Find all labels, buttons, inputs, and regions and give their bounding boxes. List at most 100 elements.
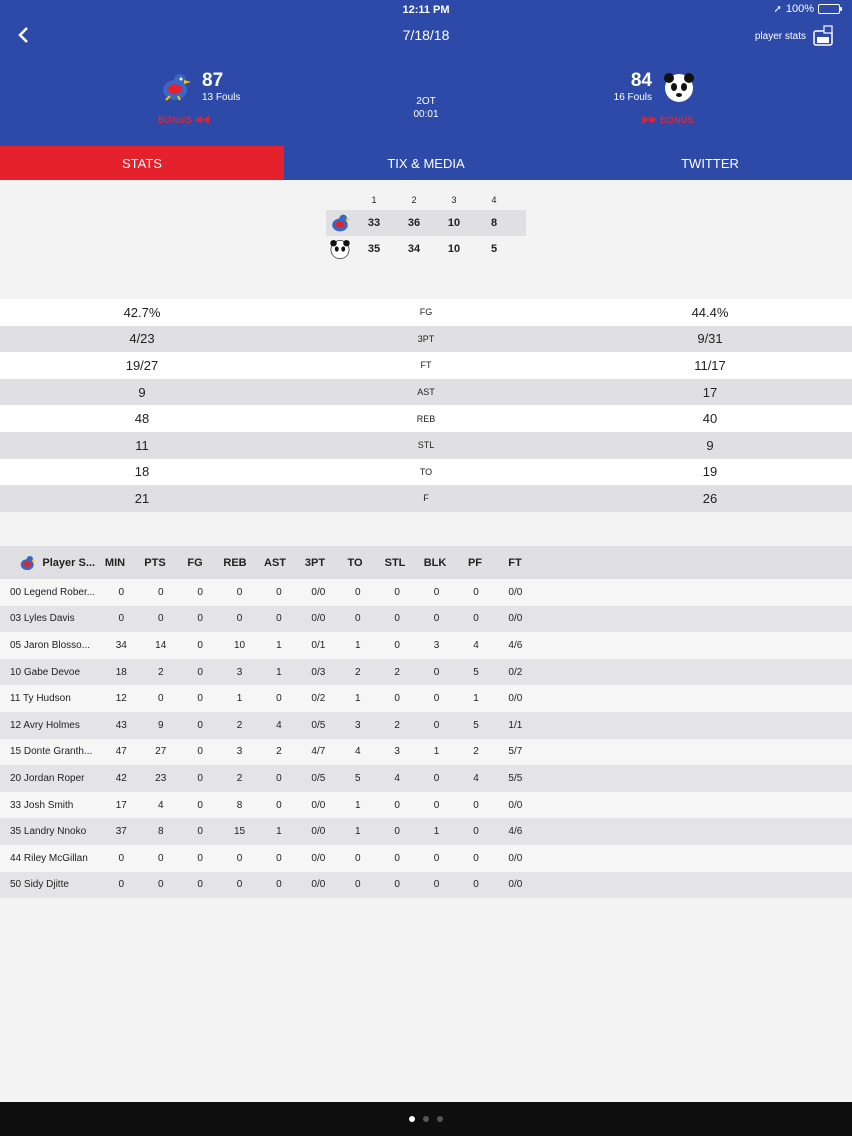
team-stat-home: 18 bbox=[134, 464, 150, 480]
stat-cell: 0 bbox=[236, 613, 243, 625]
team-stat-away: 17 bbox=[702, 384, 718, 400]
stat-cell: 0 bbox=[276, 772, 282, 784]
column-header-reb[interactable]: REB bbox=[223, 556, 247, 569]
player-name: 20 Jordan Roper bbox=[10, 772, 85, 784]
period-header: 1 bbox=[371, 195, 377, 205]
stat-cell: 0 bbox=[473, 586, 479, 598]
tab-stats[interactable]: STATS bbox=[0, 146, 284, 180]
player-name: 50 Sidy Djitte bbox=[10, 879, 69, 891]
table-row[interactable]: 50 Sidy Djitte 0 0 0 0 0 0/0 0 0 0 0 0/0 bbox=[0, 871, 852, 899]
page-dot[interactable] bbox=[437, 1116, 443, 1122]
home-team[interactable]: 87 13 Fouls bbox=[158, 70, 240, 104]
column-header-ft[interactable]: FT bbox=[508, 556, 522, 569]
stat-cell: 0 bbox=[433, 666, 440, 678]
stat-cell: 0/0 bbox=[311, 799, 326, 811]
back-button[interactable] bbox=[12, 24, 34, 46]
stat-cell: 0 bbox=[276, 693, 282, 705]
stat-cell: 5 bbox=[354, 772, 361, 784]
column-header-to[interactable]: TO bbox=[347, 556, 363, 569]
stat-cell: 0 bbox=[197, 613, 203, 625]
stat-cell: 0 bbox=[157, 852, 164, 864]
column-header-blk[interactable]: BLK bbox=[423, 556, 447, 569]
stat-cell: 0 bbox=[197, 693, 203, 705]
stat-cell: 1 bbox=[354, 693, 361, 705]
page-dot[interactable] bbox=[423, 1116, 429, 1122]
stat-cell: 2 bbox=[354, 666, 361, 678]
table-row[interactable]: 11 Ty Hudson 12 0 0 1 0 0/2 1 0 0 1 0/0 bbox=[0, 685, 852, 712]
column-header-ast[interactable]: AST bbox=[264, 556, 286, 569]
stat-cell: 0/0 bbox=[311, 586, 326, 598]
table-row[interactable]: 15 Donte Granth... 47 27 0 3 2 4/7 4 3 1 2 5/7 bbox=[0, 738, 852, 766]
period-score: 10 bbox=[447, 217, 461, 229]
stat-cell: 0 bbox=[354, 852, 361, 864]
period-score: 35 bbox=[367, 243, 381, 255]
stat-cell: 0 bbox=[197, 852, 203, 864]
stat-cell: 4/7 bbox=[311, 746, 326, 758]
home-bonus-indicator: BONUS ◀◀ bbox=[158, 114, 210, 125]
table-row[interactable]: 10 Gabe Devoe 18 2 0 3 1 0/3 2 2 0 5 0/2 bbox=[0, 658, 852, 686]
stat-cell: 3 bbox=[354, 719, 361, 731]
stat-cell: 0 bbox=[473, 799, 479, 811]
player-name: 11 Ty Hudson bbox=[10, 693, 71, 705]
column-header-3pt[interactable]: 3PT bbox=[304, 556, 326, 569]
chevron-left-icon bbox=[18, 27, 28, 43]
stat-cell: 2 bbox=[157, 666, 164, 678]
column-header-pf[interactable]: PF bbox=[467, 556, 483, 569]
stat-cell: 0 bbox=[354, 613, 361, 625]
period-header: 2 bbox=[411, 195, 417, 205]
stat-cell: 5 bbox=[473, 666, 479, 678]
away-score: 84 bbox=[630, 70, 652, 91]
panda-logo-icon bbox=[330, 239, 350, 260]
stat-cell: 0 bbox=[394, 639, 400, 651]
column-header-pts[interactable]: PTS bbox=[144, 556, 166, 569]
column-header-fg[interactable]: FG bbox=[187, 556, 203, 569]
table-row[interactable]: 33 Josh Smith 17 4 0 8 0 0/0 1 0 0 0 0/0 bbox=[0, 791, 852, 819]
team-stat-label: FG bbox=[419, 307, 433, 318]
table-row[interactable]: 12 Avry Holmes 43 9 0 2 4 0/5 3 2 0 5 1/1 bbox=[0, 711, 852, 739]
stat-cell: 0/0 bbox=[311, 852, 326, 864]
stat-cell: 5 bbox=[473, 719, 479, 731]
stat-cell: 0 bbox=[276, 586, 282, 598]
stat-cell: 9 bbox=[157, 719, 164, 731]
away-team[interactable]: 84 16 Fouls bbox=[614, 70, 696, 104]
stat-cell: 2 bbox=[394, 666, 400, 678]
stat-cell: 2 bbox=[473, 746, 479, 758]
stat-cell: 1 bbox=[276, 639, 282, 651]
tab-tix-media[interactable]: TIX & MEDIA bbox=[387, 155, 465, 171]
stat-cell: 0 bbox=[118, 586, 125, 598]
table-row[interactable]: 44 Riley McGillan 0 0 0 0 0 0/0 0 0 0 0 0/0 bbox=[0, 844, 852, 872]
stat-cell: 0/0 bbox=[508, 586, 523, 598]
table-row[interactable]: 03 Lyles Davis 0 0 0 0 0 0/0 0 0 0 0 0/0 bbox=[0, 605, 852, 633]
table-row[interactable]: 00 Legend Rober... 0 0 0 0 0 0/0 0 0 0 0 0/0 bbox=[0, 579, 852, 606]
stat-cell: 0 bbox=[197, 826, 203, 838]
stat-cell: 0 bbox=[197, 879, 203, 891]
team-stat-label: REB bbox=[416, 413, 436, 424]
stat-cell: 0 bbox=[473, 613, 479, 625]
player-column-header[interactable]: Player S... bbox=[0, 552, 95, 574]
stat-cell: 1 bbox=[354, 639, 361, 651]
tab-twitter[interactable]: TWITTER bbox=[681, 155, 739, 171]
away-period-row: 35 34 10 5 bbox=[326, 236, 526, 262]
status-indicators: ➚ 100% bbox=[773, 3, 842, 15]
period-header: 4 bbox=[491, 195, 497, 205]
stat-cell: 0 bbox=[433, 799, 440, 811]
player-stats-table: Player S... MIN PTS FG REB AST 3PT TO STL BLK PF F… bbox=[0, 546, 852, 899]
table-row[interactable]: 35 Landry Nnoko 37 8 0 15 1 0/0 1 0 1 0 4/6 bbox=[0, 818, 852, 845]
stat-cell: 0 bbox=[394, 852, 400, 864]
player-name: 05 Jaron Blosso... bbox=[10, 639, 91, 651]
column-header-min[interactable]: MIN bbox=[104, 556, 126, 569]
stat-cell: 0 bbox=[157, 879, 164, 891]
stat-cell: 0/0 bbox=[508, 799, 523, 811]
column-header-stl[interactable]: STL bbox=[384, 556, 406, 569]
stat-cell: 0/3 bbox=[311, 666, 326, 678]
page-dot[interactable] bbox=[409, 1116, 415, 1122]
stat-cell: 10 bbox=[233, 639, 246, 651]
stat-cell: 2 bbox=[236, 772, 243, 784]
battery-icon bbox=[818, 4, 842, 14]
stat-cell: 0 bbox=[433, 719, 440, 731]
team-stat-away: 19 bbox=[702, 464, 718, 480]
table-row[interactable]: 20 Jordan Roper 42 23 0 2 0 0/5 5 4 0 4 5/5 bbox=[0, 765, 852, 792]
player-stats-button[interactable]: player stats bbox=[755, 25, 834, 47]
stat-cell: 0/0 bbox=[311, 826, 326, 838]
table-row[interactable]: 05 Jaron Blosso... 34 14 0 10 1 0/1 1 0 3 4 4/6 bbox=[0, 632, 852, 659]
